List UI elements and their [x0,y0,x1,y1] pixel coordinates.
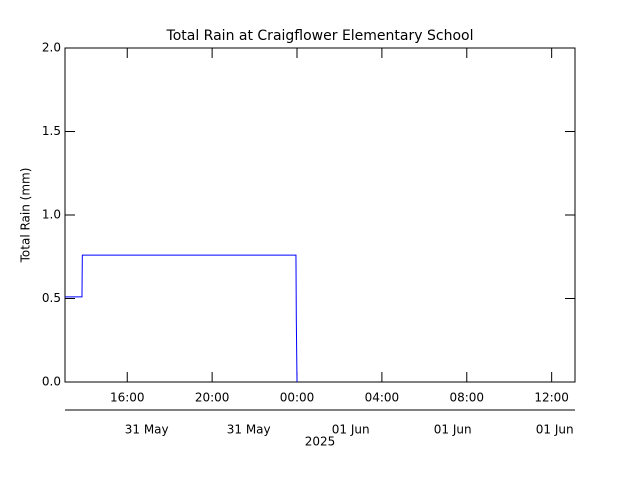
chart-title: Total Rain at Craigflower Elementary Sch… [166,28,474,44]
y-tick-label: 0.5 [42,291,61,305]
date-label: 01 Jun [536,423,574,437]
date-label: 01 Jun [434,423,472,437]
x-tick-label: 12:00 [534,391,569,405]
x-tick-label: 00:00 [280,391,315,405]
x-tick-label: 20:00 [195,391,230,405]
date-label: 01 Jun [332,423,370,437]
x-tick-label: 08:00 [449,391,484,405]
x-tick-label: 04:00 [365,391,400,405]
y-tick-label: 1.5 [42,124,61,138]
date-label: 31 May [125,423,169,437]
y-tick-label: 2.0 [42,41,61,55]
y-axis-label: Total Rain (mm) [19,168,33,264]
data-line [65,254,298,383]
y-tick-label: 1.0 [42,208,61,222]
x-tick-label: 16:00 [110,391,145,405]
y-tick-label: 0.0 [42,375,61,389]
date-label: 31 May [227,423,271,437]
year-label: 2025 [305,435,336,449]
